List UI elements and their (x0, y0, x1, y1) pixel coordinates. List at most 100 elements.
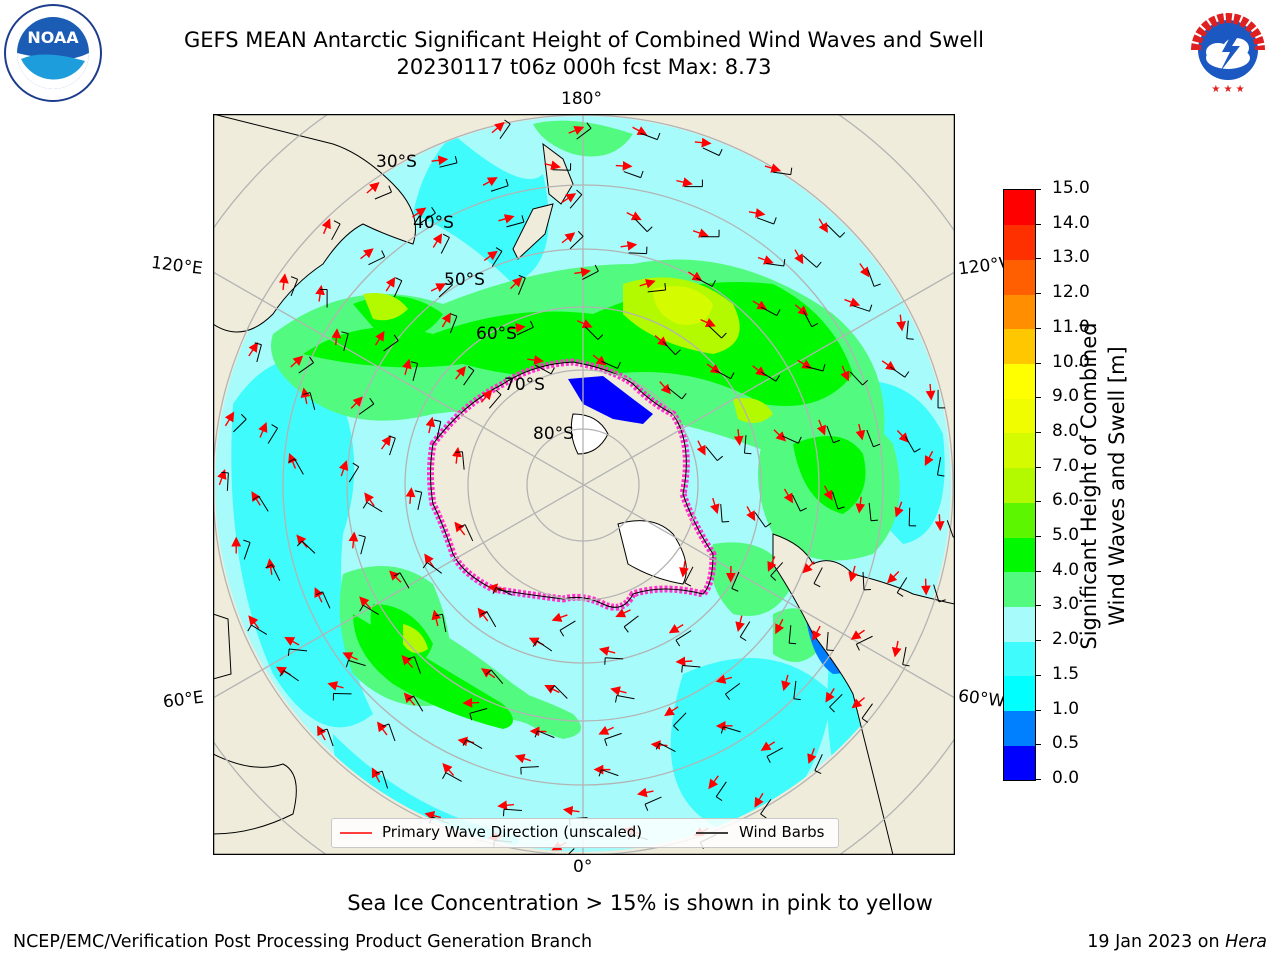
wave-arrow (480, 389, 493, 403)
wind-barb-flag (675, 349, 681, 355)
wave-arrow (482, 177, 498, 187)
wind-barb-flag (681, 665, 683, 673)
wind-barb-flag (458, 524, 466, 529)
wind-barb-shaft (258, 495, 269, 512)
wave-arrow (934, 514, 945, 532)
colorbar-label-line2: Wind Waves and Swell [m] (1105, 346, 1129, 626)
colorbar-tick-label: 5.0 (1052, 525, 1080, 546)
wind-barbs-legend-line (696, 832, 728, 834)
colorbar-tick-label: 1.0 (1052, 698, 1080, 719)
wind-barb-flag (518, 274, 526, 279)
nws-logo: ★ ★ ★ (1182, 4, 1274, 96)
wind-barb-shaft (772, 171, 791, 176)
wave-arrow (807, 748, 817, 764)
wind-barb-shaft (440, 237, 450, 254)
wind-barb-flag (381, 250, 386, 258)
wind-barb-shaft (725, 682, 741, 695)
wave-arrow (825, 687, 835, 703)
wind-barb-flag (254, 342, 262, 346)
colorbar-segment (1004, 398, 1035, 434)
wave-arrow (781, 674, 791, 692)
wind-barb-shaft (946, 520, 954, 538)
wind-barb-flag (369, 397, 375, 405)
wave-arrow (760, 741, 776, 751)
colorbar-segment (1004, 745, 1035, 781)
colorbar-segment (1004, 467, 1035, 503)
wind-barb-flag (433, 419, 441, 422)
wave-arrow (508, 323, 526, 333)
wind-barb-shaft (760, 306, 778, 316)
colorbar-segment (1004, 190, 1035, 226)
wind-barb-flag (826, 649, 834, 652)
wind-barb-flag (814, 770, 822, 775)
wind-barb-flag (725, 693, 731, 701)
wind-barb-flag (720, 726, 724, 734)
wave-arrow (403, 692, 416, 706)
wind-barb-shaft (765, 263, 784, 267)
wave-arrow (679, 560, 689, 578)
wave-arrow (848, 565, 858, 583)
wave-arrow (773, 429, 787, 442)
wave-arrow (251, 491, 261, 506)
wind-barb-shaft (535, 364, 552, 375)
wave-arrow (886, 570, 900, 584)
wave-arrow (290, 355, 304, 368)
wind-barb-shaft (445, 772, 462, 782)
wind-barb-flag (656, 132, 661, 140)
wind-barb-shaft (412, 363, 419, 381)
wind-barb-flag (873, 443, 881, 448)
wave-arrow (561, 193, 577, 203)
wave-arrow (248, 615, 260, 629)
lon-label-60w: 60°W (956, 686, 1006, 712)
wind-barb-flag (721, 332, 727, 339)
wind-barb-shaft (331, 223, 341, 241)
wave-arrow (696, 440, 706, 456)
ross-ice-shelf (570, 413, 609, 455)
wind-barb-shaft (902, 646, 907, 665)
wave-arrow (430, 283, 447, 293)
wind-barb-flag (495, 389, 502, 395)
wind-barb-shaft (389, 437, 396, 456)
wave-arrow (764, 163, 782, 173)
wave-arrow (366, 181, 380, 194)
colorbar-tick-label: 11.0 (1052, 316, 1090, 337)
wind-barb-flag (718, 148, 723, 156)
wind-barb-shaft (366, 501, 383, 513)
wind-barb-shaft (267, 427, 278, 444)
colorbar-tick-label: 6.0 (1052, 490, 1080, 511)
wind-barb-flag (252, 495, 259, 501)
wind-barb-flag (358, 534, 366, 538)
wave-arrow (615, 161, 633, 171)
wave-arrow (424, 553, 435, 568)
wave-arrow (664, 706, 679, 717)
wind-barb-flag (770, 575, 777, 581)
wave-arrow (754, 792, 764, 808)
wind-barb-flag (716, 455, 724, 461)
wind-barb-shaft (464, 524, 474, 542)
wind-barb-flag (869, 304, 873, 312)
sea-ice-note: Sea Ice Concentration > 15% is shown in … (347, 891, 933, 915)
lat-label-30s: 30°S (376, 152, 417, 172)
wind-barb-flag (775, 374, 781, 382)
wave-arrow (424, 811, 441, 821)
wind-barb-flag (617, 361, 621, 369)
wind-barb-shaft (739, 621, 751, 638)
wind-barb-shaft (826, 631, 829, 651)
wave-arrow (775, 618, 785, 635)
wind-barb-flag (450, 313, 458, 317)
wind-barb-shaft (427, 562, 442, 574)
wind-barb-shaft (604, 732, 622, 740)
colorbar-segment (1004, 363, 1035, 399)
wind-barb-shaft (696, 277, 713, 287)
wave-arrow (389, 570, 402, 583)
wave-arrow (412, 207, 427, 218)
wind-barb-shaft (889, 366, 906, 378)
lon-label-60e: 60°E (161, 687, 205, 713)
wave-arrow (598, 725, 614, 735)
lat-label-50s: 50°S (444, 270, 485, 290)
wind-barb-flag (604, 739, 608, 747)
colorbar-label-line1: Significant Height of Combined (1077, 322, 1101, 650)
wave-arrow (802, 561, 815, 574)
wave-arrow (752, 300, 768, 310)
colorbar-segment (1004, 502, 1035, 538)
